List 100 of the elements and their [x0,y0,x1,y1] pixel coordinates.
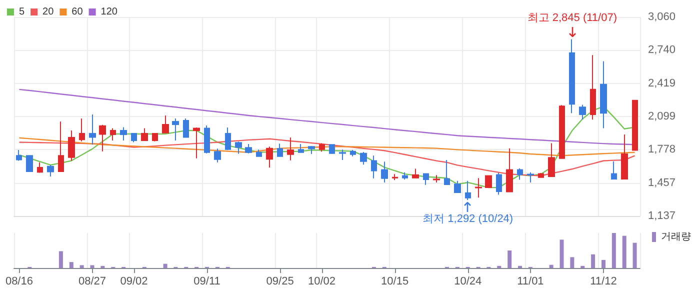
legend-label: 거래량 [661,232,691,242]
bar [508,250,512,268]
candlestick [277,143,283,158]
x-tick-label: 08/27 [78,276,106,288]
bar [612,233,616,268]
annotation: 최저 1,292 (10/24) [422,212,514,226]
candlestick [600,60,607,129]
bar [163,264,168,268]
candlestick [308,145,315,155]
bar [58,251,63,268]
candlestick [214,148,221,163]
x-tick-label: 10/15 [381,276,409,288]
candlestick [454,180,461,194]
candlestick [110,128,116,142]
bar [69,262,74,268]
candlestick [444,160,450,186]
candlestick [632,100,638,151]
y-tick-label: 1,778 [648,144,676,156]
bar [90,265,94,268]
candlestick [433,174,440,183]
candlestick [579,104,586,120]
candlestick [193,127,200,159]
candlestick [58,121,64,172]
candlestick [527,172,534,183]
candlestick [183,118,189,138]
candlestick [402,172,408,180]
y-tick-label: 2,740 [648,44,676,56]
line-series [18,138,636,176]
candlestick [329,144,335,154]
candlestick [475,178,482,198]
candlestick [412,168,419,178]
candlestick [319,142,325,152]
bar [549,264,554,268]
y-tick-label: 2,099 [648,110,676,122]
candlestick [89,114,96,146]
candlestick [99,124,106,152]
x-tick-label: 09/02 [120,276,148,288]
candlestick [485,175,492,188]
candlestick [590,54,596,120]
candlestick [68,130,75,162]
x-tick-label: 10/24 [454,276,482,288]
candlestick [423,173,429,186]
x-tick-label: 09/11 [194,276,220,288]
candlestick [256,149,262,158]
candlestick [245,143,252,154]
candlestick [37,162,43,174]
candlestick [496,172,502,196]
x-tick-label: 10/02 [308,276,336,288]
x-tick-label: 11/01 [517,276,544,288]
candlestick [16,149,22,162]
candlestick [569,38,575,114]
candlestick [298,143,304,153]
candlestick [287,137,294,161]
x-tick-label: 08/16 [5,276,33,288]
bar [622,236,626,268]
candlestick [47,164,54,177]
candlestick [360,151,367,166]
candlestick [204,125,210,154]
bar [80,265,84,268]
candlestick [517,168,523,180]
y-tick-label: 1,457 [648,176,676,189]
candlestick [120,126,127,142]
candlestick [79,118,85,142]
bar [560,240,564,268]
bar [591,254,596,268]
legend-label: 20 [42,6,54,18]
x-tick-label: 11/12 [590,276,617,288]
candlestick [621,134,628,180]
candlestick [152,133,158,142]
candlestick [141,128,148,142]
candlestick [266,146,273,168]
candlestick [225,127,231,150]
candlestick [538,172,544,178]
candlestick [235,141,242,154]
candlestick [548,142,555,177]
annotation: 최고 2,845 (11/07) [526,11,618,26]
bar [632,242,637,268]
legend-label: 5 [19,6,25,18]
candlestick [381,161,388,183]
candlestick [506,148,513,192]
candlestick [559,104,565,159]
candlestick [371,155,377,179]
bar [570,257,574,268]
legend-label: 120 [100,6,118,18]
candlestick [172,118,179,142]
candlestick [392,174,398,181]
candlestick [465,180,471,200]
x-tick-label: 09/25 [266,276,294,288]
line-series [18,137,636,156]
bar [601,260,606,268]
legend-label: 60 [72,6,84,18]
candlestick [162,115,169,134]
y-tick-label: 1,137 [648,210,676,222]
candlestick [26,154,33,172]
candlestick [131,133,137,143]
candlestick [339,149,346,161]
candlestick [611,160,617,180]
y-tick-label: 3,060 [648,11,676,23]
y-tick-label: 2,419 [648,77,676,90]
candlestick [350,149,356,157]
